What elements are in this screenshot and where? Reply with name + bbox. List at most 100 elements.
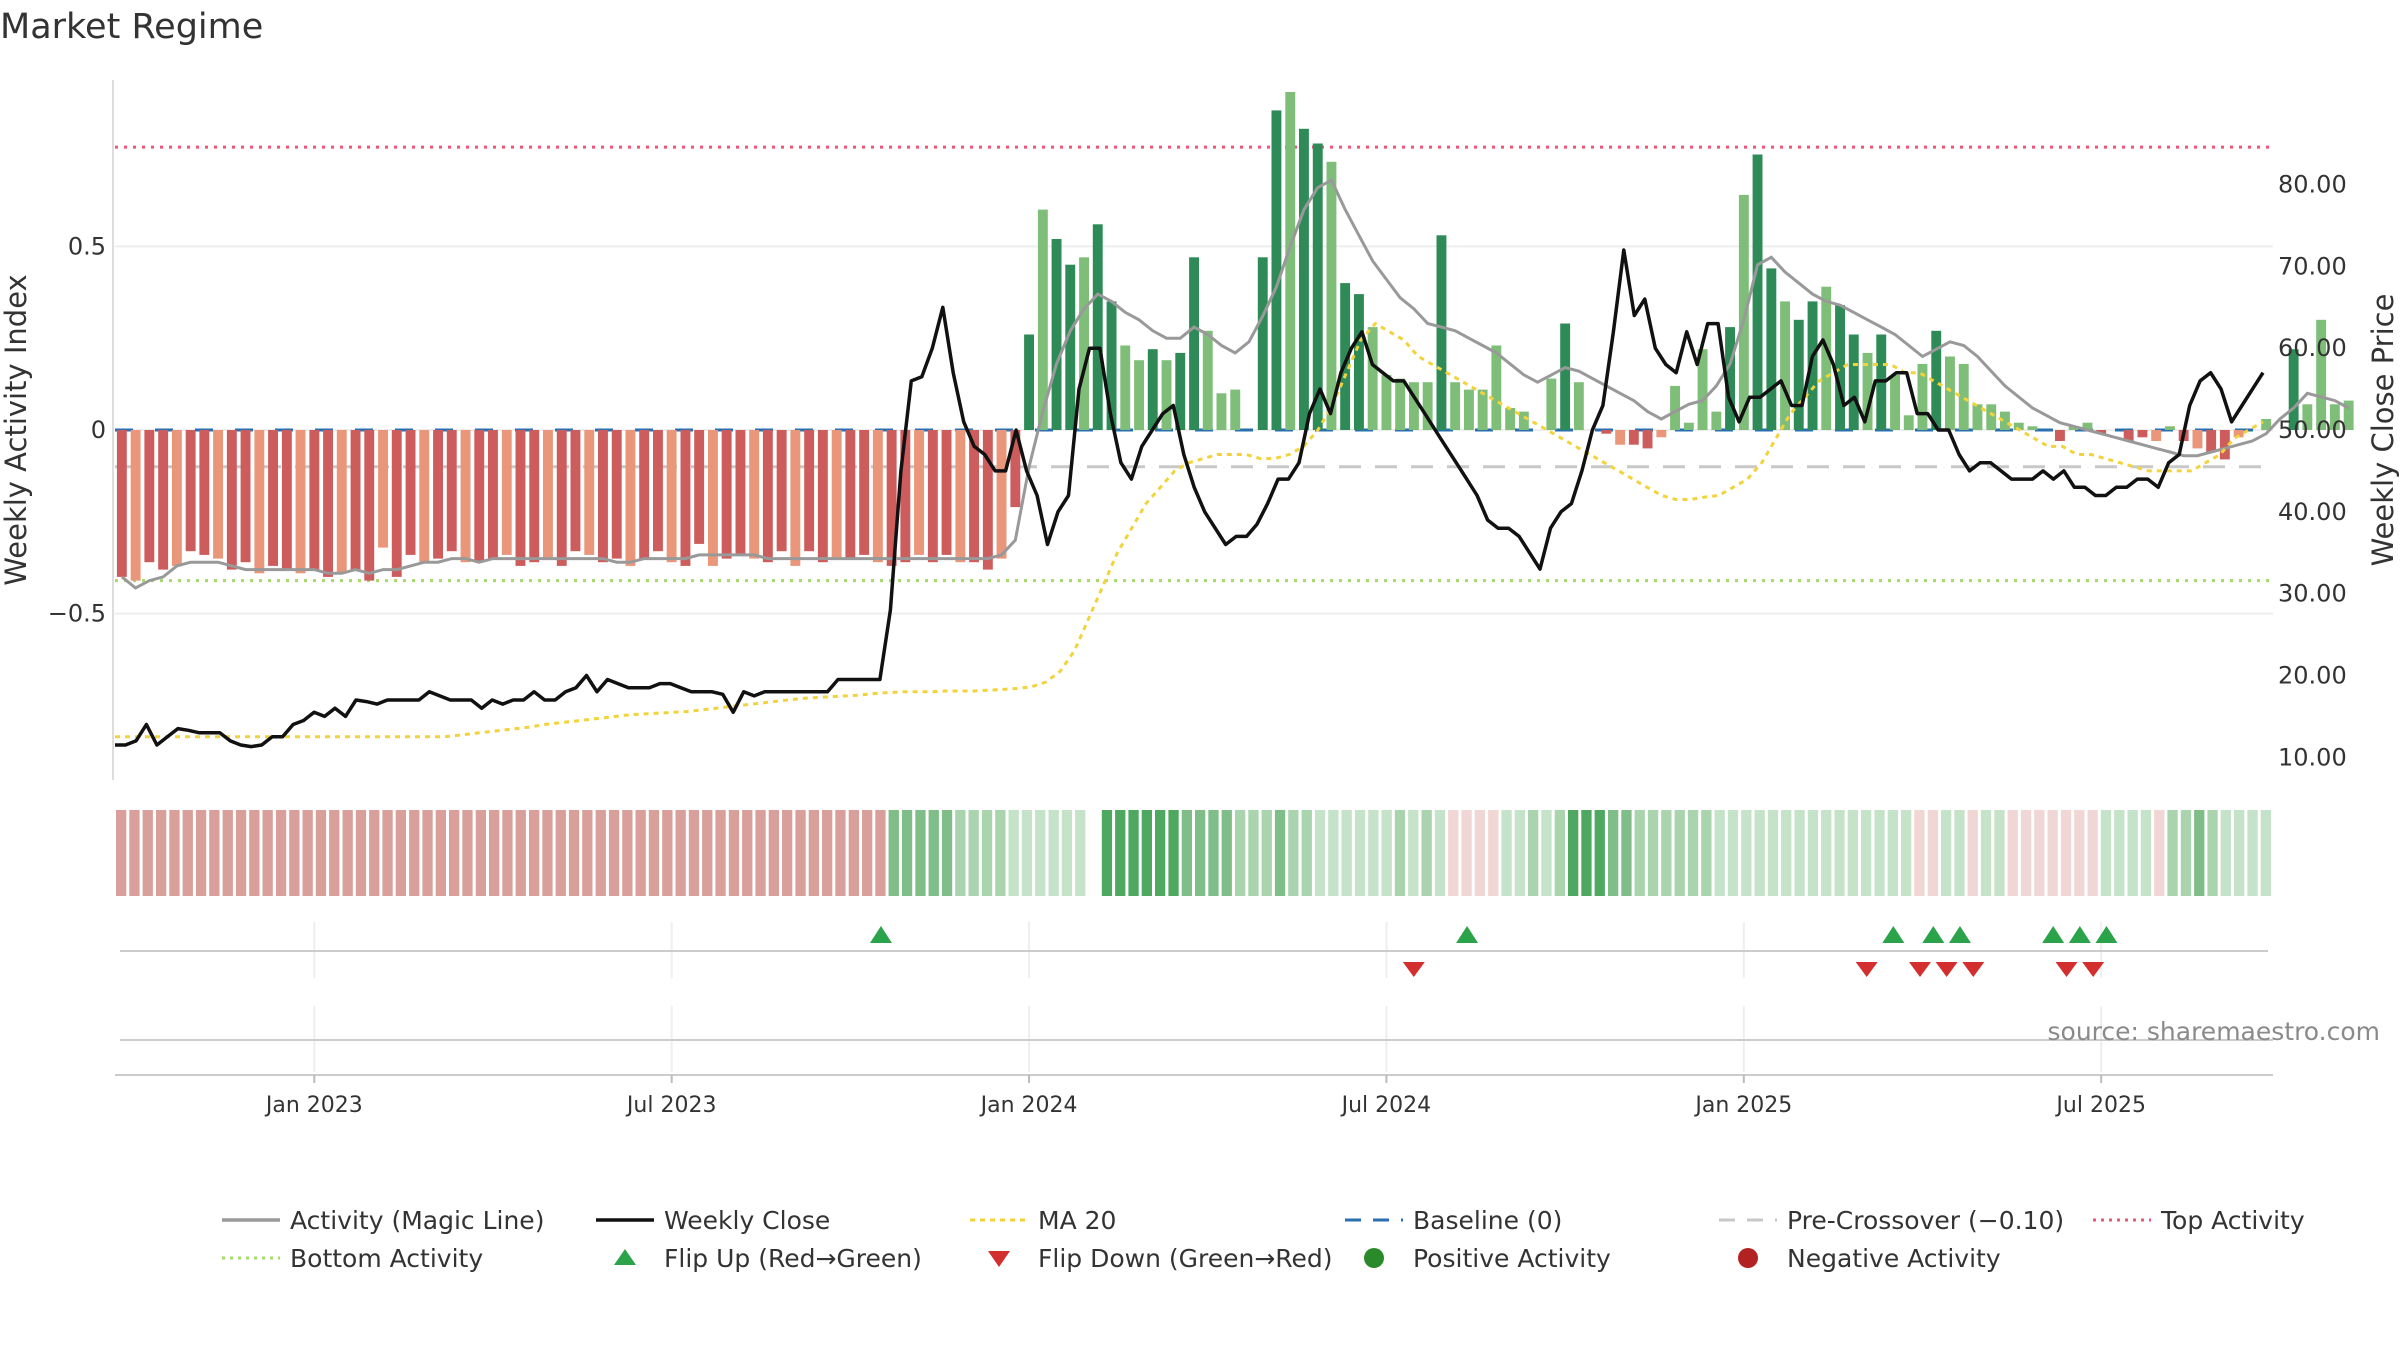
activity-bar <box>2027 426 2038 430</box>
right-tick-label: 40.00 <box>2278 498 2347 526</box>
activity-bar <box>1037 209 1048 430</box>
regime-strip-cell <box>822 810 833 896</box>
regime-strip-cell <box>1008 810 1019 896</box>
activity-bar <box>1409 382 1419 430</box>
regime-strip-cell <box>1954 810 1965 896</box>
activity-bar <box>1189 257 1199 430</box>
regime-strip-cell <box>2260 810 2271 896</box>
regime-strip-cell <box>1568 810 1579 896</box>
activity-bar <box>2192 430 2203 449</box>
regime-strip-cell <box>1901 810 1912 896</box>
activity-bar <box>1134 360 1144 430</box>
regime-strip-cell <box>542 810 553 896</box>
regime-strip-cell <box>862 810 873 896</box>
regime-strip-cell <box>1701 810 1712 896</box>
regime-strip-cell <box>1541 810 1552 896</box>
activity-bar <box>2055 430 2065 441</box>
regime-strip-cell <box>742 810 753 896</box>
activity-bar <box>199 430 210 555</box>
regime-strip-cell <box>1168 810 1179 896</box>
activity-bar <box>1835 305 1845 430</box>
flip-up-marker <box>1456 926 1479 943</box>
activity-bar <box>1464 389 1474 430</box>
regime-strip-cell <box>1980 810 1992 896</box>
regime-strip-cell <box>955 810 966 896</box>
regime-strip-cell <box>235 810 247 896</box>
regime-strip-cell <box>728 810 740 896</box>
activity-bar <box>982 430 993 570</box>
activity-bar <box>1683 422 1694 430</box>
regime-strip-cell <box>1394 810 1406 896</box>
activity-bar <box>158 430 169 570</box>
regime-strip-cell <box>355 810 367 896</box>
activity-bar <box>281 430 292 570</box>
activity-bar <box>1230 389 1241 430</box>
activity-bar <box>1367 327 1378 430</box>
activity-bar <box>1945 356 1955 430</box>
activity-bar <box>1972 404 1983 430</box>
activity-bar <box>1560 323 1571 430</box>
regime-strip-cell <box>515 810 526 896</box>
activity-bar <box>2068 426 2079 430</box>
green-dot-icon <box>1343 1243 1405 1273</box>
regime-strip-cell <box>382 810 393 896</box>
regime-strip-cell <box>2074 810 2085 896</box>
regime-strip-cell <box>1421 810 1432 896</box>
flip-up-marker <box>1948 926 1971 943</box>
activity-bar <box>900 430 911 563</box>
activity-bar <box>653 430 663 552</box>
triangle-down-icon <box>968 1243 1030 1273</box>
left-tick-label: 0.5 <box>68 232 106 260</box>
regime-strip-cell <box>449 810 460 896</box>
activity-bar <box>1202 330 1213 430</box>
regime-strip-cell <box>315 810 327 896</box>
activity-bar <box>1642 430 1653 449</box>
activity-bar <box>639 430 650 559</box>
activity-bar <box>2219 430 2230 460</box>
flip-down-marker <box>1935 962 1958 977</box>
regime-strip-cell <box>1674 810 1685 896</box>
activity-bar <box>144 430 155 563</box>
regime-strip-cell <box>568 810 580 896</box>
activity-bar <box>1518 411 1529 430</box>
activity-bar <box>295 430 306 574</box>
activity-bar <box>433 430 443 559</box>
legend-line-swatch <box>594 1205 656 1235</box>
activity-bar <box>1711 411 1722 430</box>
regime-strip-cell <box>1181 810 1192 896</box>
regime-strip-cell <box>648 810 660 896</box>
regime-strip-cell <box>2207 810 2218 896</box>
regime-strip-cell <box>995 810 1006 896</box>
legend-line-swatch <box>220 1243 282 1273</box>
regime-strip-cell <box>675 810 686 896</box>
regime-strip-cell <box>2060 810 2072 896</box>
regime-strip-cell <box>808 810 819 896</box>
regime-strip-cell <box>195 810 207 896</box>
activity-bar <box>1793 319 1804 430</box>
right-tick-label: 60.00 <box>2278 334 2347 362</box>
regime-strip-cell <box>1021 810 1033 896</box>
regime-strip-cell <box>795 810 806 896</box>
activity-bar <box>831 430 842 559</box>
activity-bar <box>927 430 938 563</box>
weekly-close-series <box>115 248 2265 749</box>
legend-label: Pre-Crossover (−0.10) <box>1787 1205 2065 1235</box>
activity-bar <box>378 430 388 548</box>
magic-line-series <box>120 178 2350 590</box>
activity-bar <box>776 430 787 552</box>
regime-strip-cell <box>1261 810 1272 896</box>
regime-strip-cell <box>2154 810 2165 896</box>
regime-strip <box>116 810 2271 896</box>
activity-bar <box>1670 385 1680 430</box>
regime-strip-cell <box>1874 810 1885 896</box>
activity-bar <box>1477 389 1488 430</box>
activity-bar <box>2123 430 2134 441</box>
regime-strip-cell <box>1634 810 1645 896</box>
flip-down-marker <box>1962 962 1985 977</box>
activity-bar <box>1271 110 1282 431</box>
activity-bar <box>364 430 375 581</box>
activity-bar <box>1381 374 1392 430</box>
regime-strip-cell <box>2100 810 2112 896</box>
regime-strip-cell <box>595 810 606 896</box>
